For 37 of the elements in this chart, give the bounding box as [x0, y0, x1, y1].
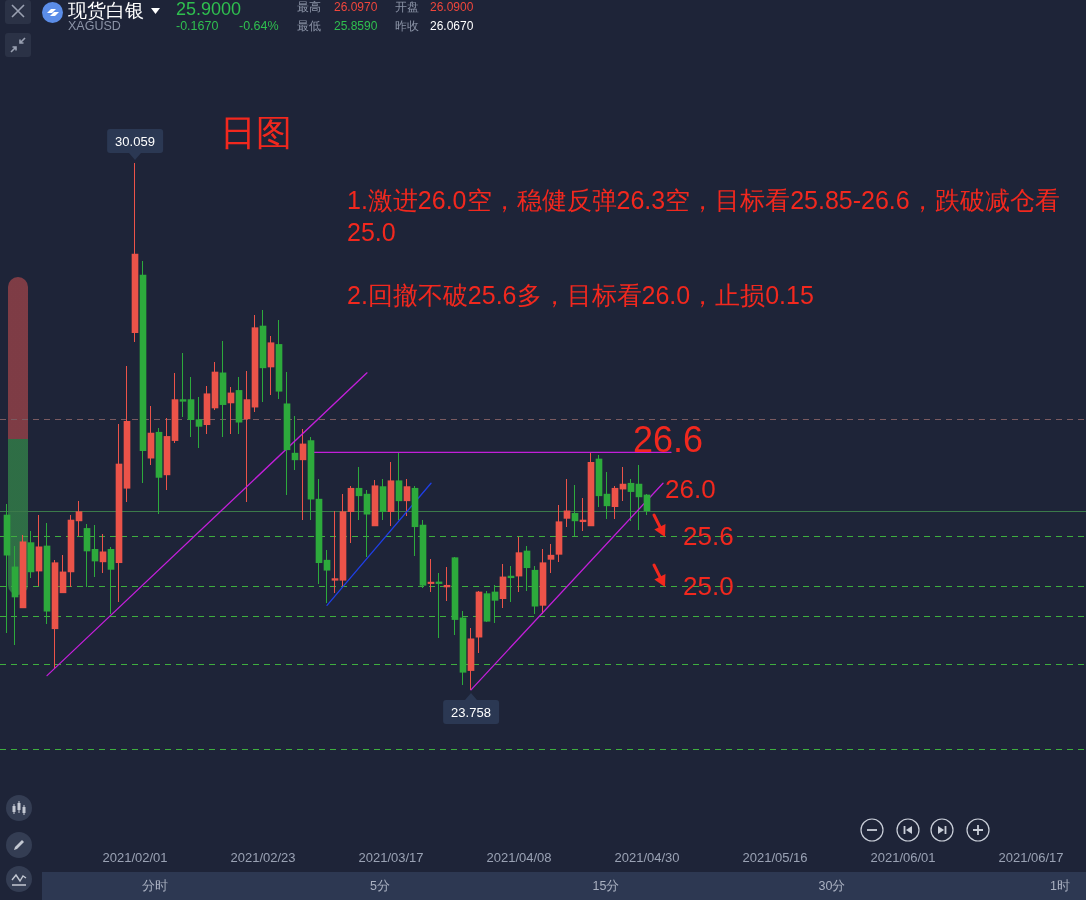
- text: 15分: [592, 878, 620, 895]
- chart-title: 现货白银: [68, 0, 144, 22]
- candlestick: [331, 511, 339, 593]
- text: 30分: [818, 878, 846, 895]
- text: 最低: [297, 19, 321, 34]
- x-tick-label: 2021/04/08: [486, 850, 552, 866]
- annotation: 2.回撤不破25.6多，目标看26.0，止损0.15: [347, 280, 814, 311]
- annotation: 1.激进26.0空，稳健反弹26.3空，目标看25.85-26.6，跌破减仓看25.0: [347, 185, 1061, 248]
- text: 开盘: [395, 0, 419, 15]
- text: -0.64%: [239, 19, 279, 33]
- annotation: 26.0: [665, 474, 716, 505]
- text: 最高: [297, 0, 321, 15]
- text: 25.8590: [334, 19, 378, 33]
- x-tick-label: 2021/03/17: [358, 850, 424, 866]
- text: 25.9000: [176, 0, 242, 20]
- text: 昨收: [395, 19, 419, 34]
- x-tick-label: 2021/02/01: [102, 850, 168, 866]
- annotation: 23.758: [451, 704, 491, 720]
- annotation: 26.6: [633, 419, 704, 461]
- text: 26.0670: [430, 19, 474, 33]
- x-tick-label: 2021/06/17: [998, 850, 1064, 866]
- text: 5分: [370, 878, 390, 895]
- text: 26.0970: [334, 0, 378, 14]
- candlestick: [179, 353, 187, 417]
- text: -0.1670: [176, 19, 219, 33]
- ref-line-label: 25.6: [683, 521, 734, 552]
- x-tick-label: 2021/02/23: [230, 850, 296, 866]
- x-tick-label: 2021/06/01: [870, 850, 936, 866]
- text: 分时: [142, 878, 168, 895]
- text: 1时: [1050, 878, 1070, 895]
- x-tick-label: 2021/05/16: [742, 850, 808, 866]
- chart-subtitle: XAGUSD: [68, 19, 121, 33]
- x-tick-label: 2021/04/30: [614, 850, 680, 866]
- ref-line-label: 25.0: [683, 571, 734, 602]
- annotation: 30.059: [115, 133, 155, 149]
- text: 26.0900: [430, 0, 474, 14]
- text: 日图: [220, 111, 292, 155]
